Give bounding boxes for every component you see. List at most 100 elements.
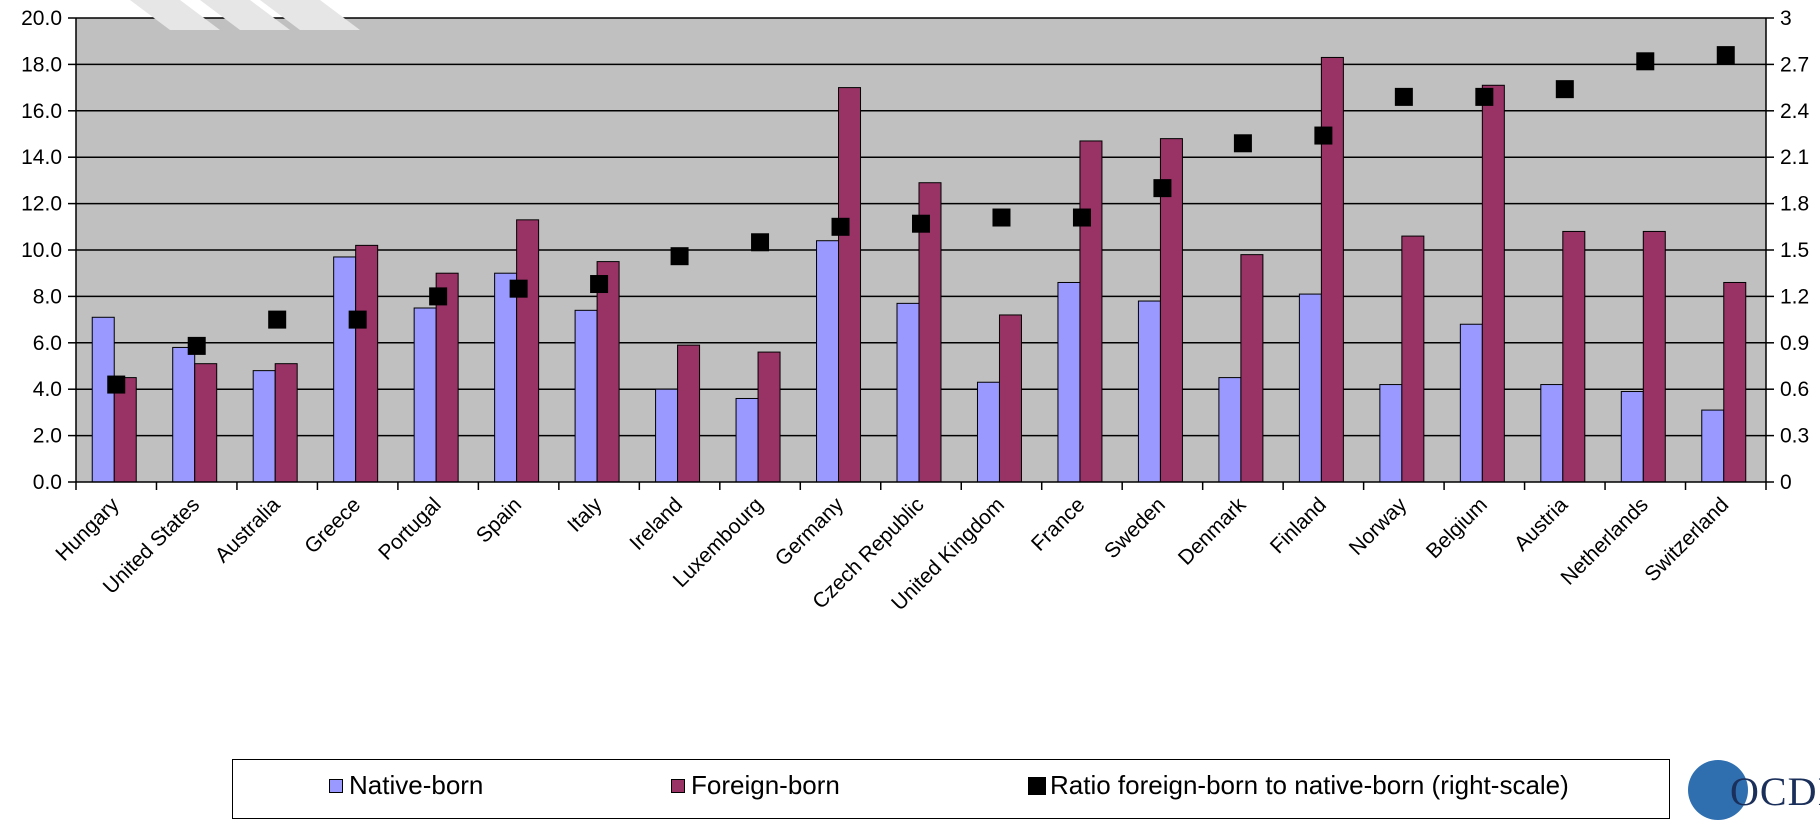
- bar-foreign: [194, 363, 218, 483]
- bar-native: [574, 309, 598, 483]
- left-tick-label: 18.0: [21, 53, 62, 76]
- bar-foreign: [1723, 281, 1747, 483]
- ratio-point: [1636, 52, 1655, 71]
- legend-foreign: Foreign-born: [671, 770, 840, 801]
- bars: [91, 56, 1747, 483]
- category-label: Greece: [300, 493, 365, 558]
- right-axis-ticks: 0 0.3 0.6 0.9 1.2 1.5 1.8 2.1 2.4 2.7 3: [1780, 7, 1810, 494]
- bar-foreign: [1642, 230, 1666, 483]
- bar-native: [1540, 384, 1564, 483]
- ratio-point: [1153, 179, 1172, 198]
- bar-native: [1459, 323, 1483, 483]
- bar-native: [976, 381, 1000, 483]
- bar-foreign: [677, 344, 701, 483]
- legend-ratio: Ratio foreign-born to native-born (right…: [1028, 770, 1569, 801]
- bar-native: [1298, 293, 1322, 483]
- legend: Native-born Foreign-born Ratio foreign-b…: [232, 759, 1670, 819]
- category-label: Germany: [771, 493, 849, 571]
- left-tick-label: 10.0: [21, 239, 62, 262]
- bar-native: [172, 346, 196, 483]
- category-label: Denmark: [1174, 493, 1251, 570]
- category-label: Australia: [211, 493, 285, 567]
- bar-native: [896, 302, 920, 483]
- ratio-point: [670, 247, 689, 266]
- category-label: Hungary: [51, 493, 124, 566]
- bar-foreign: [1481, 84, 1505, 483]
- category-label: Portugal: [374, 493, 446, 565]
- bar-native: [1701, 409, 1725, 483]
- ratio-point: [1716, 46, 1735, 65]
- left-tick-label: 12.0: [21, 193, 62, 216]
- ratio-point: [992, 208, 1011, 227]
- legend-ratio-label: Ratio foreign-born to native-born (right…: [1050, 770, 1569, 800]
- ratio-points: [107, 46, 1735, 394]
- right-tick-label: 0: [1780, 471, 1792, 494]
- bar-foreign: [1562, 230, 1586, 483]
- bar-foreign: [1401, 235, 1425, 483]
- right-tick-label: 3: [1780, 7, 1792, 30]
- bar-native: [252, 370, 276, 483]
- category-label: Austria: [1510, 493, 1573, 556]
- bar-foreign: [516, 219, 540, 483]
- chart: 0.02.04.06.08.010.012.014.016.018.020.0 …: [21, 7, 1810, 615]
- bar-foreign: [596, 261, 620, 483]
- bar-foreign: [998, 314, 1022, 483]
- ratio-point: [107, 375, 126, 394]
- bar-foreign: [274, 363, 298, 483]
- bar-foreign: [1320, 56, 1344, 483]
- bar-native: [333, 256, 357, 483]
- ratio-point: [1394, 87, 1413, 106]
- ratio-point: [831, 217, 850, 236]
- left-tick-label: 6.0: [33, 332, 62, 355]
- legend-ratio-swatch: [1028, 776, 1046, 795]
- legend-foreign-label: Foreign-born: [691, 770, 840, 800]
- bar-foreign: [355, 244, 379, 483]
- bar-foreign: [1079, 140, 1103, 483]
- category-label: Norway: [1345, 493, 1412, 560]
- ratio-point: [1233, 134, 1252, 153]
- left-tick-label: 14.0: [21, 146, 62, 169]
- ratio-point: [751, 233, 770, 252]
- left-tick-label: 20.0: [21, 7, 62, 30]
- bar-foreign: [757, 351, 781, 483]
- watermark-stripes: [130, 0, 360, 30]
- ratio-point: [912, 214, 930, 233]
- category-label: Finland: [1266, 493, 1331, 558]
- left-tick-label: 8.0: [33, 285, 62, 308]
- ratio-point: [590, 275, 609, 294]
- right-tick-label: 2.1: [1780, 146, 1809, 169]
- ratio-point: [348, 310, 367, 329]
- ratio-point: [268, 310, 287, 329]
- right-tick-label: 0.9: [1780, 332, 1809, 355]
- right-tick-label: 0.3: [1780, 425, 1809, 448]
- ratio-point: [429, 287, 448, 306]
- category-label: Sweden: [1100, 493, 1170, 563]
- right-tick-label: 2.7: [1780, 53, 1809, 76]
- ocde-logo: OCDI: [1688, 760, 1820, 820]
- axes: [68, 17, 1774, 490]
- category-label: Netherlands: [1556, 493, 1652, 589]
- left-tick-label: 4.0: [33, 378, 62, 401]
- logo-text: OCDI: [1730, 769, 1820, 814]
- right-tick-label: 2.4: [1780, 100, 1810, 123]
- bar-native: [91, 316, 115, 483]
- bar-native: [1137, 300, 1161, 483]
- category-label: France: [1027, 493, 1089, 555]
- category-label: Switzerland: [1640, 493, 1733, 586]
- bar-native: [1218, 377, 1242, 483]
- ratio-point: [1072, 208, 1091, 227]
- bar-native: [413, 307, 437, 483]
- ratio-point: [509, 279, 528, 298]
- category-label: Italy: [563, 493, 607, 537]
- bar-native: [494, 272, 518, 483]
- legend-native-swatch: [329, 778, 343, 793]
- left-axis-ticks: 0.0 2.0 4.0 6.0 8.0 10.0 12.0 14.0 16.0 18.0 20.0: [21, 7, 62, 494]
- bar-foreign: [838, 87, 862, 483]
- legend-foreign-swatch: [671, 778, 685, 793]
- ratio-point: [1555, 80, 1574, 99]
- left-tick-label: 16.0: [21, 100, 62, 123]
- right-tick-label: 0.6: [1780, 378, 1809, 401]
- legend-native-label: Native-born: [349, 770, 484, 800]
- category-label: Spain: [472, 493, 526, 547]
